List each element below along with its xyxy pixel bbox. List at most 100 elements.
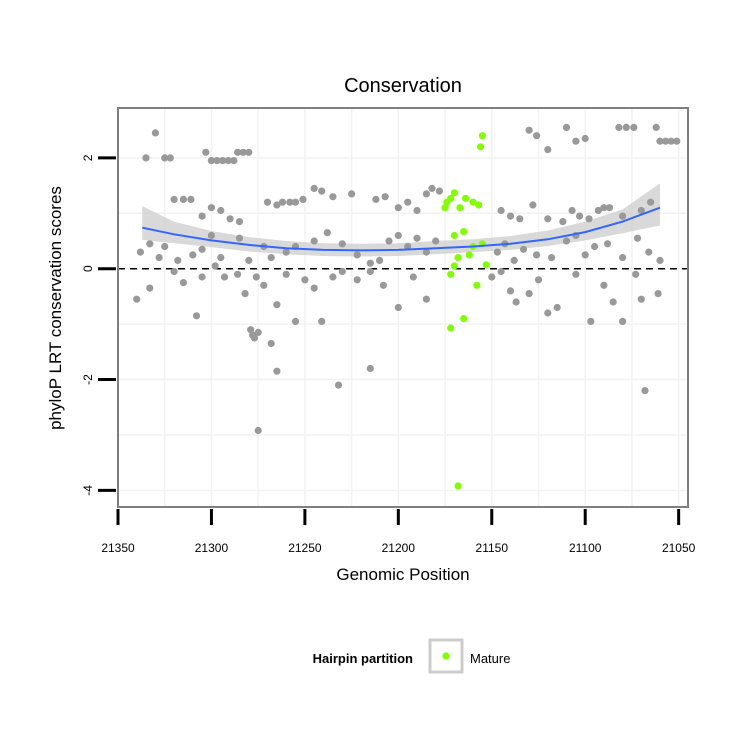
other-point bbox=[633, 234, 642, 242]
other-point bbox=[529, 201, 537, 209]
other-point bbox=[376, 256, 384, 264]
other-point bbox=[170, 195, 178, 203]
other-point bbox=[652, 123, 660, 131]
other-point bbox=[230, 157, 238, 165]
other-point bbox=[379, 281, 387, 289]
other-point bbox=[562, 123, 571, 131]
mature-point bbox=[450, 189, 458, 197]
y-axis: -4 -2 0 2 bbox=[81, 154, 116, 496]
other-point bbox=[338, 267, 346, 276]
mature-point bbox=[450, 231, 458, 240]
other-point bbox=[619, 212, 627, 220]
other-point bbox=[413, 206, 421, 215]
other-point bbox=[155, 254, 163, 262]
other-point bbox=[385, 237, 393, 245]
other-point bbox=[219, 157, 227, 165]
other-point bbox=[422, 190, 430, 198]
chart-title: Conservation bbox=[344, 75, 462, 97]
other-point bbox=[267, 339, 275, 348]
other-point bbox=[207, 231, 215, 240]
other-point bbox=[291, 317, 300, 325]
y-tick-label: -4 bbox=[81, 485, 95, 496]
y-axis-title: phyloP LRT conservation scores bbox=[46, 186, 65, 430]
other-point bbox=[506, 212, 515, 220]
other-point bbox=[654, 290, 662, 298]
other-point bbox=[252, 273, 260, 281]
other-point bbox=[572, 270, 580, 278]
other-point bbox=[413, 234, 421, 242]
mature-point bbox=[473, 281, 481, 289]
other-point bbox=[428, 184, 436, 192]
other-point bbox=[202, 148, 210, 156]
other-point bbox=[282, 248, 290, 256]
other-point bbox=[273, 201, 281, 209]
other-point bbox=[234, 270, 242, 278]
other-point bbox=[581, 251, 589, 259]
other-point bbox=[667, 137, 675, 145]
other-point bbox=[235, 234, 244, 242]
other-point bbox=[254, 328, 262, 336]
other-point bbox=[630, 123, 638, 131]
mature-point bbox=[475, 201, 483, 209]
legend-label-mature: Mature bbox=[470, 651, 510, 666]
other-point bbox=[366, 259, 374, 267]
other-point bbox=[329, 193, 337, 201]
other-point bbox=[239, 148, 247, 156]
smooth-line-layer bbox=[142, 206, 661, 252]
x-tick-label: 21250 bbox=[288, 541, 322, 555]
other-point bbox=[619, 317, 627, 325]
other-point bbox=[329, 273, 337, 281]
x-tick-label: 21150 bbox=[476, 541, 509, 555]
other-point bbox=[353, 276, 361, 284]
other-point bbox=[207, 204, 215, 212]
other-point bbox=[192, 312, 201, 320]
other-point bbox=[348, 190, 356, 198]
other-point bbox=[637, 295, 645, 303]
other-point bbox=[278, 198, 287, 206]
other-point bbox=[170, 267, 178, 276]
other-point bbox=[544, 309, 552, 317]
other-point bbox=[217, 254, 225, 262]
other-point bbox=[211, 262, 219, 270]
other-point bbox=[632, 270, 640, 278]
mature-point bbox=[478, 132, 486, 140]
other-point bbox=[267, 254, 275, 262]
mature-point bbox=[469, 198, 477, 206]
other-point bbox=[516, 215, 524, 223]
other-point bbox=[273, 367, 281, 375]
points-mature bbox=[441, 132, 490, 490]
other-point bbox=[404, 242, 412, 251]
other-point bbox=[220, 273, 229, 281]
x-tick-label: 21050 bbox=[662, 541, 696, 555]
other-point bbox=[645, 248, 653, 256]
other-point bbox=[432, 237, 440, 245]
confidence-band-layer bbox=[142, 183, 661, 257]
other-point bbox=[136, 248, 144, 256]
other-point bbox=[235, 218, 244, 226]
other-point bbox=[409, 273, 417, 281]
other-point bbox=[198, 212, 206, 220]
other-point bbox=[506, 287, 515, 295]
mature-point bbox=[460, 228, 468, 236]
other-point bbox=[422, 295, 430, 303]
other-point bbox=[622, 123, 630, 131]
other-point bbox=[166, 154, 174, 162]
other-point bbox=[250, 334, 258, 342]
y-tick-label: 2 bbox=[81, 154, 95, 161]
y-tick-label: 0 bbox=[81, 265, 95, 272]
mature-point bbox=[460, 315, 468, 323]
other-point bbox=[544, 146, 552, 154]
other-point bbox=[404, 198, 412, 206]
other-point bbox=[394, 204, 402, 212]
other-point bbox=[609, 298, 617, 306]
mature-point bbox=[462, 194, 470, 202]
other-point bbox=[553, 303, 561, 312]
other-point bbox=[394, 231, 402, 240]
other-point bbox=[510, 256, 518, 264]
other-point bbox=[544, 215, 552, 223]
other-point bbox=[198, 245, 206, 253]
other-point bbox=[533, 251, 541, 259]
mature-point bbox=[441, 204, 449, 212]
x-axis: 21350 21300 21250 21200 21150 21100 21050 bbox=[101, 509, 696, 555]
legend: Hairpin partition Mature bbox=[313, 638, 510, 674]
